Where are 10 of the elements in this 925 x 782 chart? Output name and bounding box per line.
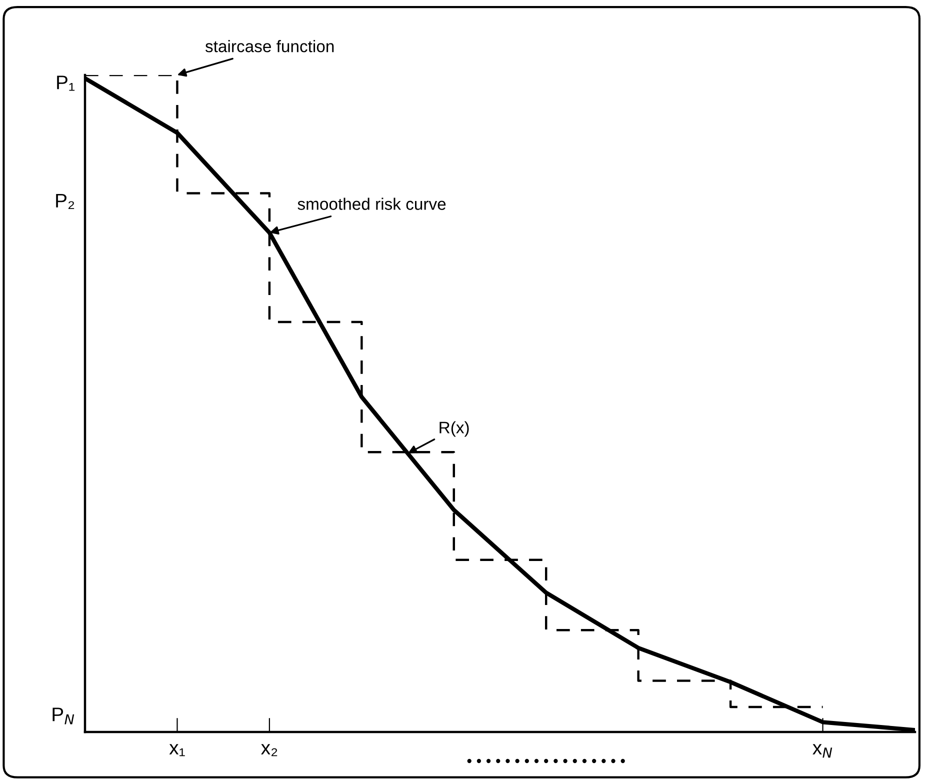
x-tick-label: x₂ [261,744,278,756]
x-tick-label: x₁ [169,744,185,756]
annotation: staircase function [205,40,334,52]
text: P₂ [56,194,74,210]
text: P$_{N}$ [52,708,74,724]
text: • • • • • • • • • • • • • • • • • [467,758,625,764]
annotation: R(x) [440,421,469,437]
text: P₁ [57,76,75,91]
annotation: smoothed risk curve [298,198,446,210]
x-tick-label: x$_{N}$ [812,744,832,758]
